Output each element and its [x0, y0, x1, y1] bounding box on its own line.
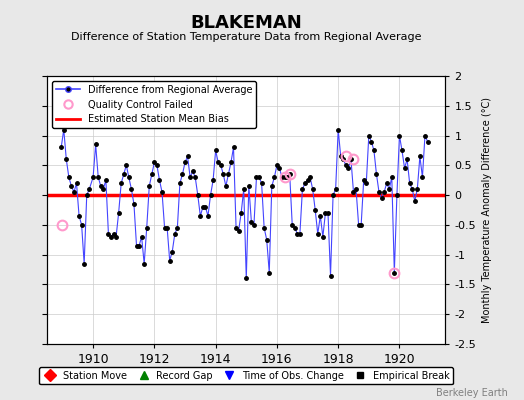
Text: Difference of Station Temperature Data from Regional Average: Difference of Station Temperature Data f…	[71, 32, 421, 42]
Legend: Station Move, Record Gap, Time of Obs. Change, Empirical Break: Station Move, Record Gap, Time of Obs. C…	[39, 367, 453, 384]
Y-axis label: Monthly Temperature Anomaly Difference (°C): Monthly Temperature Anomaly Difference (…	[482, 97, 492, 323]
Text: BLAKEMAN: BLAKEMAN	[190, 14, 302, 32]
Text: Berkeley Earth: Berkeley Earth	[436, 388, 508, 398]
Legend: Difference from Regional Average, Quality Control Failed, Estimated Station Mean: Difference from Regional Average, Qualit…	[52, 81, 256, 128]
